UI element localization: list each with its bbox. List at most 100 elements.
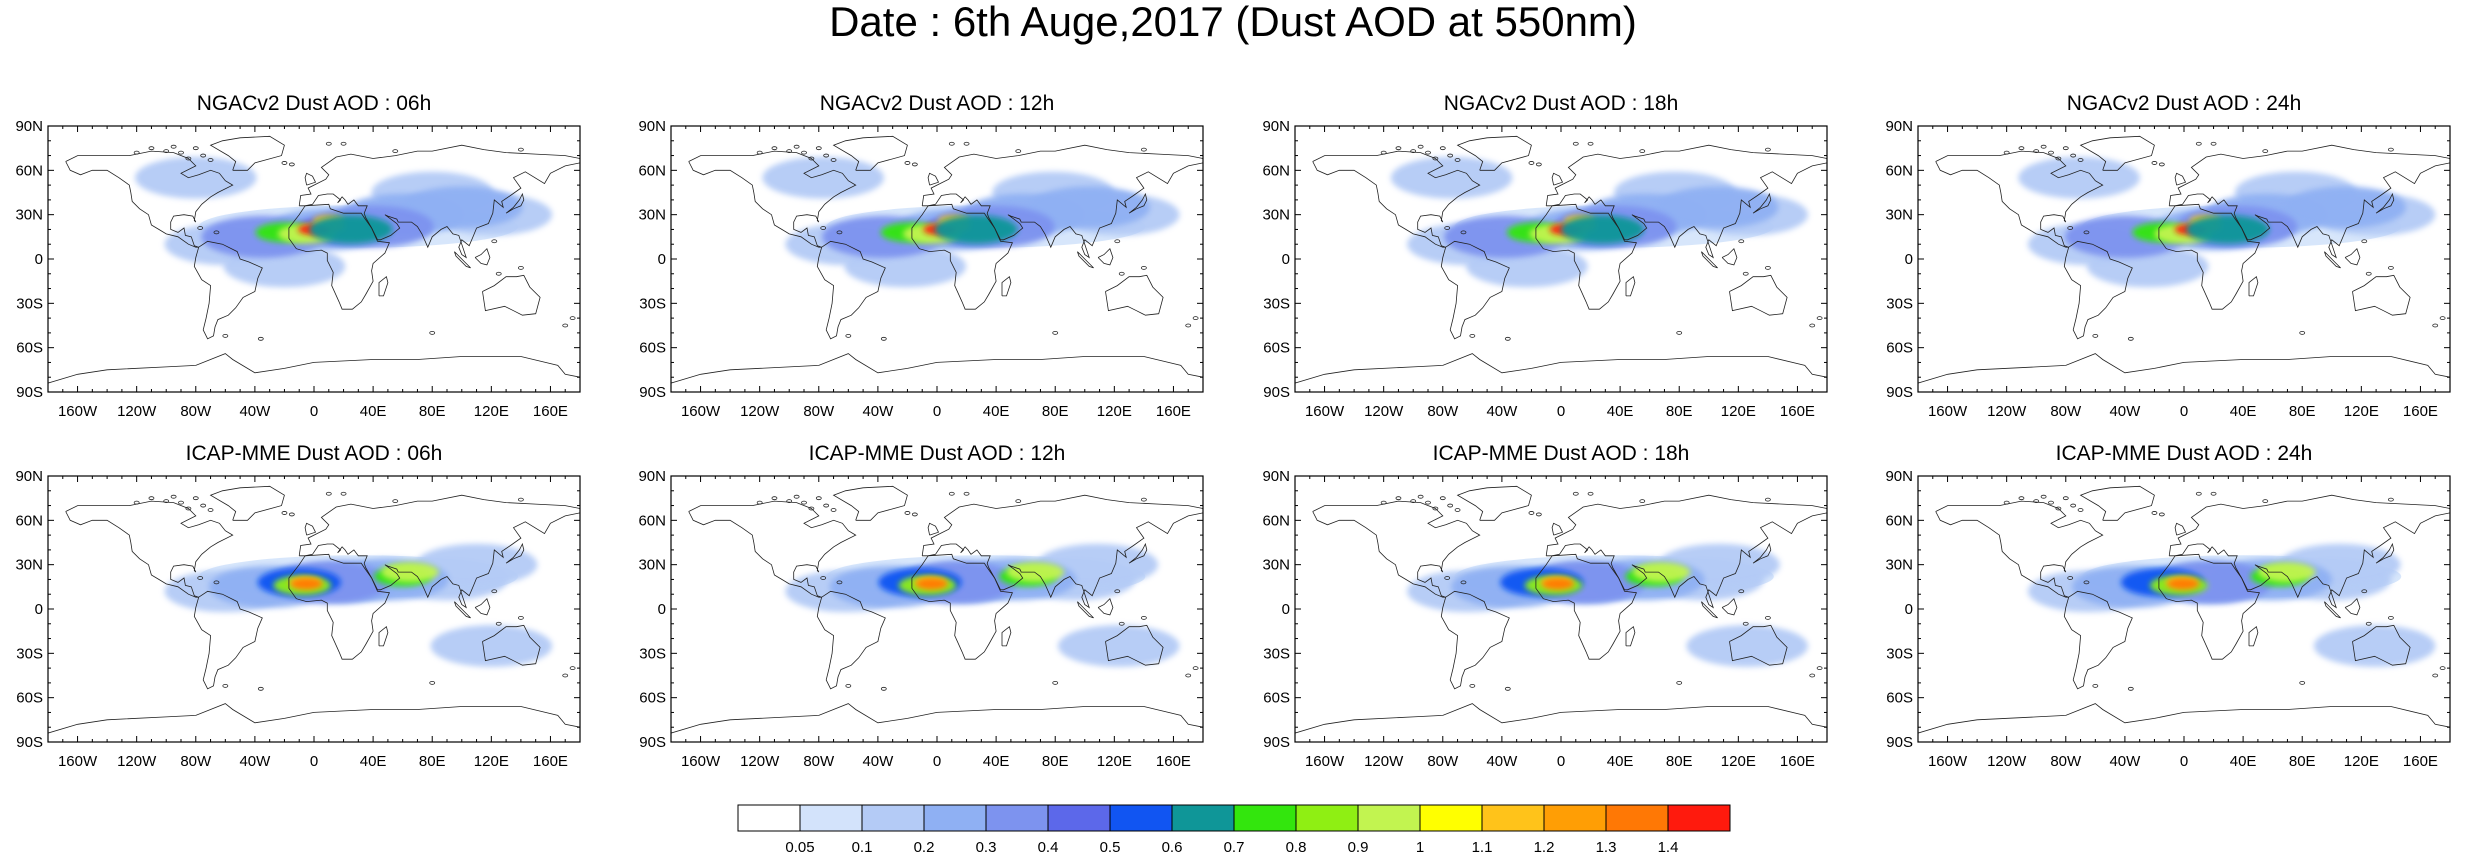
colorbar-box xyxy=(1605,804,1669,832)
lat-tick-label: 30N xyxy=(1885,557,1913,574)
lon-tick-label: 80E xyxy=(2289,403,2316,420)
lon-tick-label: 80E xyxy=(419,403,446,420)
lon-tick-label: 160W xyxy=(1928,403,1968,420)
lon-tick-label: 40W xyxy=(862,403,894,420)
colorbar-label: 1.3 xyxy=(1596,839,1617,854)
lat-tick-label: 60S xyxy=(1886,690,1913,707)
map-frame xyxy=(1917,475,2451,743)
lon-tick-label: 120E xyxy=(2344,403,2379,420)
lon-tick-label: 40E xyxy=(2230,403,2257,420)
dust-contour xyxy=(1542,578,1575,590)
lon-tick-label: 80W xyxy=(180,753,212,770)
lon-tick-label: 80E xyxy=(1666,403,1693,420)
world-map: 90N 60N 30N 0 30S 60S 90S 160W 120W 80W 40W 0 40E 80E… xyxy=(1885,118,2451,420)
lon-tick-label: 160W xyxy=(681,403,721,420)
lat-tick-label: 0 xyxy=(35,251,43,268)
lon-tick-label: 120E xyxy=(474,753,509,770)
lat-tick-label: 0 xyxy=(1282,601,1290,618)
dust-contour xyxy=(309,215,393,244)
lat-tick-label: 30N xyxy=(15,207,43,224)
lon-tick-label: 40E xyxy=(1607,403,1634,420)
lat-tick-label: 30S xyxy=(1263,645,1290,662)
colorbar-box xyxy=(923,804,987,832)
lat-tick-label: 30S xyxy=(639,295,666,312)
lon-tick-label: 120W xyxy=(117,753,157,770)
dust-contour xyxy=(934,215,1018,244)
map-panel-1: NGACv2 Dust AOD : 06h 90N 60N 30N 0 30S 60S 90S… xyxy=(0,92,581,432)
lat-tick-label: 60N xyxy=(15,512,43,529)
map-frame xyxy=(670,475,1204,743)
lon-tick-label: 80W xyxy=(2050,403,2082,420)
lon-tick-label: 160W xyxy=(1305,403,1345,420)
lat-tick-label: 60N xyxy=(1885,512,1913,529)
lon-tick-label: 160W xyxy=(58,403,98,420)
lon-tick-label: 160E xyxy=(533,403,568,420)
lon-tick-label: 160W xyxy=(58,753,98,770)
colorbar-label: 0.2 xyxy=(914,839,935,854)
lat-tick-label: 60S xyxy=(16,690,43,707)
coastlines xyxy=(671,135,1203,384)
lon-tick-label: 160E xyxy=(1780,753,1815,770)
dust-contour xyxy=(762,156,885,199)
lon-tick-label: 0 xyxy=(310,753,318,770)
dust-contour xyxy=(915,578,948,590)
dust-contour xyxy=(2167,578,2200,590)
lon-tick-label: 160W xyxy=(1305,753,1345,770)
lon-tick-label: 160E xyxy=(2403,753,2438,770)
lon-tick-label: 120E xyxy=(1721,403,1756,420)
lat-tick-label: 90N xyxy=(15,468,43,485)
figure-title: Date : 6th Auge,2017 (Dust AOD at 550nm) xyxy=(829,0,1637,45)
world-map: 90N 60N 30N 0 30S 60S 90S 160W 120W 80W 40W 0 40E 80E… xyxy=(1262,468,1828,770)
lon-tick-label: 120E xyxy=(2344,753,2379,770)
dust-contour xyxy=(2313,625,2436,667)
lat-tick-label: 30S xyxy=(639,645,666,662)
lat-tick-label: 30N xyxy=(1262,557,1290,574)
panel-title: NGACv2 Dust AOD : 18h xyxy=(1443,92,1679,115)
dust-contour xyxy=(2185,215,2270,244)
lon-tick-label: 40E xyxy=(2230,753,2257,770)
map-frame xyxy=(1294,475,1828,743)
lat-tick-label: 0 xyxy=(35,601,43,618)
lon-tick-label: 120W xyxy=(1364,403,1404,420)
lon-tick-label: 80W xyxy=(803,753,835,770)
dust-contour xyxy=(1006,562,1065,582)
lon-tick-label: 80E xyxy=(1042,403,1069,420)
lat-tick-label: 60S xyxy=(1263,340,1290,357)
colorbar-box xyxy=(861,804,925,832)
colorbar-box xyxy=(1109,804,1173,832)
lat-tick-label: 90S xyxy=(1263,734,1290,751)
lon-tick-label: 80W xyxy=(2050,753,2082,770)
lat-tick-label: 30N xyxy=(1262,207,1290,224)
dust-contour xyxy=(1632,562,1691,582)
colorbar-label: 0.9 xyxy=(1348,839,1369,854)
colorbar-box xyxy=(737,804,801,832)
dust-aod-field xyxy=(164,543,553,667)
dust-contour xyxy=(134,156,257,199)
dust-contour xyxy=(1656,186,1779,229)
lon-tick-label: 160E xyxy=(533,753,568,770)
colorbar-box xyxy=(1047,804,1111,832)
map-panel-5: ICAP-MME Dust AOD : 06h 90N 60N 30N 0 30S 60S 9… xyxy=(0,442,581,782)
dust-aod-field xyxy=(2027,543,2436,667)
colorbar-box xyxy=(985,804,1049,832)
panel-title: NGACv2 Dust AOD : 12h xyxy=(819,92,1055,115)
colorbar-box xyxy=(1419,804,1483,832)
lon-tick-label: 120E xyxy=(474,403,509,420)
lon-tick-label: 0 xyxy=(933,403,941,420)
dust-aod-field xyxy=(1390,156,1808,288)
lat-tick-label: 90N xyxy=(1262,118,1290,135)
coastlines xyxy=(671,485,1203,734)
lat-tick-label: 90S xyxy=(1263,384,1290,401)
lat-tick-label: 90N xyxy=(1262,468,1290,485)
colorbar-box xyxy=(1357,804,1421,832)
dust-aod-field xyxy=(2018,156,2436,288)
world-map: 90N 60N 30N 0 30S 60S 90S 160W 120W 80W 40W 0 40E 80E… xyxy=(15,468,581,770)
lon-tick-label: 0 xyxy=(1557,753,1565,770)
lat-tick-label: 60S xyxy=(16,340,43,357)
lat-tick-label: 90N xyxy=(1885,468,1913,485)
lon-tick-label: 40W xyxy=(1486,403,1518,420)
lat-tick-label: 90S xyxy=(1886,734,1913,751)
colorbar-label: 0.05 xyxy=(785,839,814,854)
lon-tick-label: 160W xyxy=(681,753,721,770)
lat-tick-label: 60N xyxy=(638,512,666,529)
